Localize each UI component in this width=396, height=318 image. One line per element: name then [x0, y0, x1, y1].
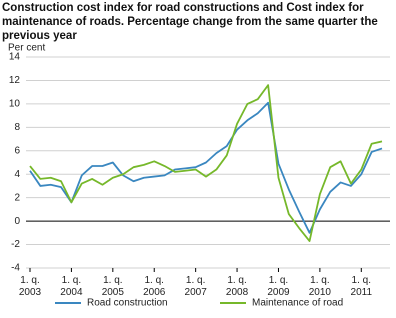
y-tick-label: 6 — [14, 145, 20, 156]
data-line — [29, 84, 383, 242]
data-line — [29, 101, 383, 234]
x-tick-label: 1. q. 2011 — [351, 275, 373, 298]
y-tick-label: 4 — [14, 169, 20, 180]
x-tick-label: 1. q. 2008 — [226, 275, 249, 298]
y-tick-label: -2 — [11, 239, 20, 250]
x-tick-label: 1. q. 2006 — [143, 275, 166, 298]
x-tick-label: 1. q. 2004 — [60, 275, 83, 298]
x-tick-label: 1. q. 2005 — [102, 275, 125, 298]
y-tick-label: 10 — [9, 99, 21, 110]
y-tick-label: 8 — [14, 122, 20, 133]
y-tick-label: 12 — [9, 75, 21, 86]
x-tick-label: 1. q. 2007 — [185, 275, 208, 298]
y-tick-label: 14 — [9, 52, 21, 63]
x-tick-label: 1. q. 2010 — [309, 275, 332, 298]
y-tick-label: 2 — [14, 192, 20, 203]
x-tick-label: 1. q. 2003 — [19, 275, 42, 298]
y-axis-label: Per cent — [8, 43, 45, 54]
y-tick-label: 0 — [14, 216, 20, 227]
x-tick-label: 1. q. 2009 — [267, 275, 290, 298]
chart-title-line: previous year — [2, 30, 77, 42]
legend-label: Road construction — [87, 298, 168, 309]
chart-title-line: maintenance of roads. Percentage change … — [2, 16, 378, 28]
legend-label: Maintenance of road — [252, 298, 343, 309]
y-tick-label: -4 — [11, 263, 20, 274]
chart-title-line: Construction cost index for road constru… — [2, 2, 364, 14]
